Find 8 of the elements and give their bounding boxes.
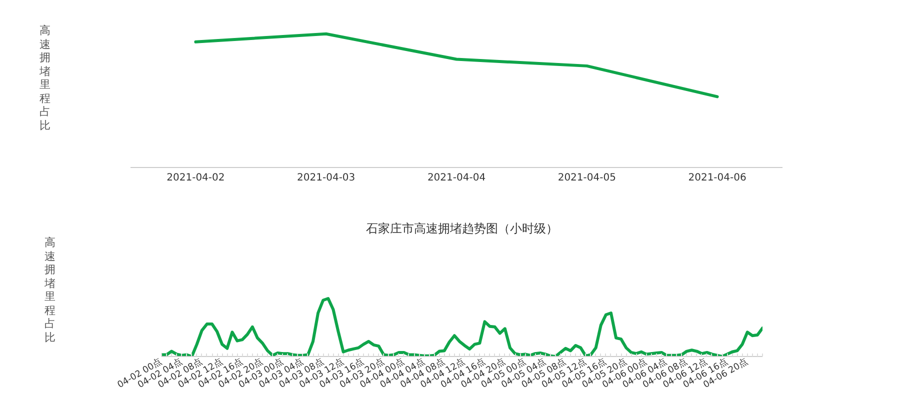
y-axis-title: 高速拥堵里程占比 (44, 236, 56, 344)
x-tick-label: 2021-04-03 (297, 172, 356, 184)
x-tick-label: 2021-04-06 (688, 172, 746, 184)
chart-title: 石家庄市高速拥堵趋势图（小时级） (366, 222, 558, 236)
x-tick-label: 2021-04-04 (427, 172, 486, 184)
x-tick-label: 2021-04-05 (558, 172, 616, 184)
y-axis-title: 高速拥堵里程占比 (40, 24, 50, 132)
x-tick-label: 2021-04-02 (166, 172, 225, 184)
